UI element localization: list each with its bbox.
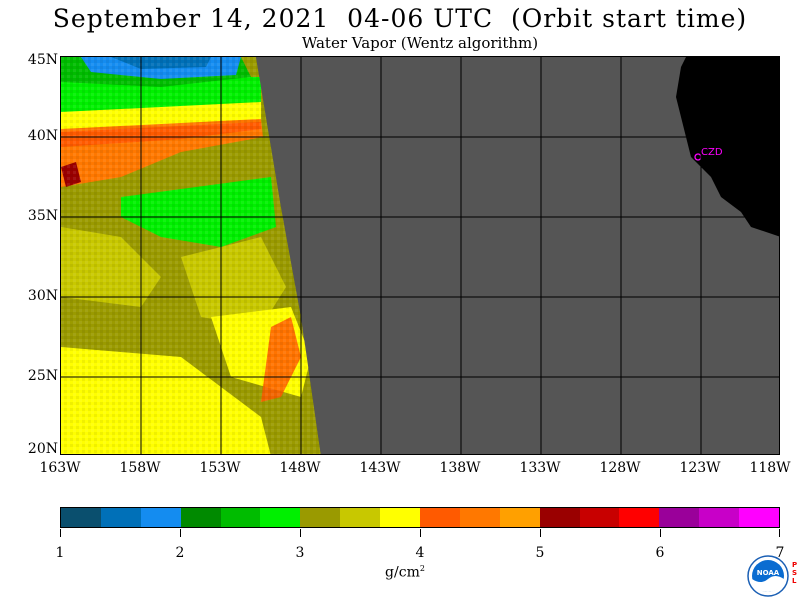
no-data-region xyxy=(256,57,779,454)
colorbar-tick-mark xyxy=(180,529,181,537)
lon-label: 133W xyxy=(519,460,561,476)
logo-text: NOAA xyxy=(757,569,780,577)
colorbar-tick-label: 5 xyxy=(535,545,545,561)
lon-label: 123W xyxy=(679,460,721,476)
colorbar-tick-mark xyxy=(60,529,61,537)
colorbar-swatch xyxy=(300,508,341,527)
colorbar-swatch xyxy=(739,508,780,527)
lon-label: 138W xyxy=(439,460,481,476)
lat-label: 45N xyxy=(27,52,58,68)
lat-label: 20N xyxy=(27,441,58,457)
colorbar-swatch xyxy=(619,508,660,527)
noaa-logo-icon: NOAA xyxy=(747,555,789,597)
lon-label: 118W xyxy=(749,460,791,476)
colorbar-swatch xyxy=(579,508,620,527)
colorbar-tick-mark xyxy=(420,529,421,537)
colorbar-tick-mark xyxy=(660,529,661,537)
lon-label: 128W xyxy=(599,460,641,476)
colorbar-tick-label: 2 xyxy=(175,545,185,561)
lon-label: 148W xyxy=(279,460,321,476)
lat-label: 25N xyxy=(27,368,58,384)
colorbar-unit: g/cm2 xyxy=(370,564,440,581)
colorbar-tick-label: 6 xyxy=(655,545,665,561)
colorbar-tick-label: 7 xyxy=(775,545,785,561)
colorbar-swatch xyxy=(100,508,141,527)
lon-label: 153W xyxy=(199,460,241,476)
water-vapor-map[interactable]: CZD xyxy=(60,56,780,455)
colorbar-swatch xyxy=(499,508,540,527)
colorbar-tick-label: 3 xyxy=(295,545,305,561)
map-svg: CZD xyxy=(61,57,779,454)
lat-label: 30N xyxy=(27,288,58,304)
lon-label: 158W xyxy=(119,460,161,476)
page-title: September 14, 2021 04-06 UTC (Orbit star… xyxy=(52,4,748,33)
colorbar-tick-mark xyxy=(779,529,780,537)
colorbar-swatch xyxy=(220,508,261,527)
colorbar-swatch xyxy=(420,508,460,527)
lat-label: 35N xyxy=(27,208,58,224)
land-west-coast xyxy=(676,57,779,237)
colorbar-swatch xyxy=(340,508,381,527)
page-subtitle: Water Vapor (Wentz algorithm) xyxy=(301,34,539,52)
colorbar-swatch xyxy=(260,508,301,527)
lat-label: 40N xyxy=(27,128,58,144)
colorbar-swatch xyxy=(539,508,580,527)
colorbar xyxy=(60,507,780,528)
colorbar-swatch xyxy=(380,508,421,527)
colorbar-tick-mark xyxy=(540,529,541,537)
colorbar-swatch xyxy=(659,508,700,527)
colorbar-tick-mark xyxy=(300,529,301,537)
colorbar-swatch xyxy=(61,508,101,527)
swath-data xyxy=(61,57,321,454)
colorbar-swatch xyxy=(699,508,740,527)
colorbar-swatch xyxy=(140,508,181,527)
colorbar-tick-label: 1 xyxy=(55,545,65,561)
lon-label: 143W xyxy=(359,460,401,476)
colorbar-swatch xyxy=(459,508,500,527)
unit-exponent: 2 xyxy=(419,564,425,573)
station-label: CZD xyxy=(701,147,723,158)
lon-label: 163W xyxy=(39,460,81,476)
map-grid xyxy=(61,57,779,454)
colorbar-swatch xyxy=(180,508,221,527)
unit-text: g/cm xyxy=(385,564,420,581)
colorbar-tick-label: 4 xyxy=(415,545,425,561)
